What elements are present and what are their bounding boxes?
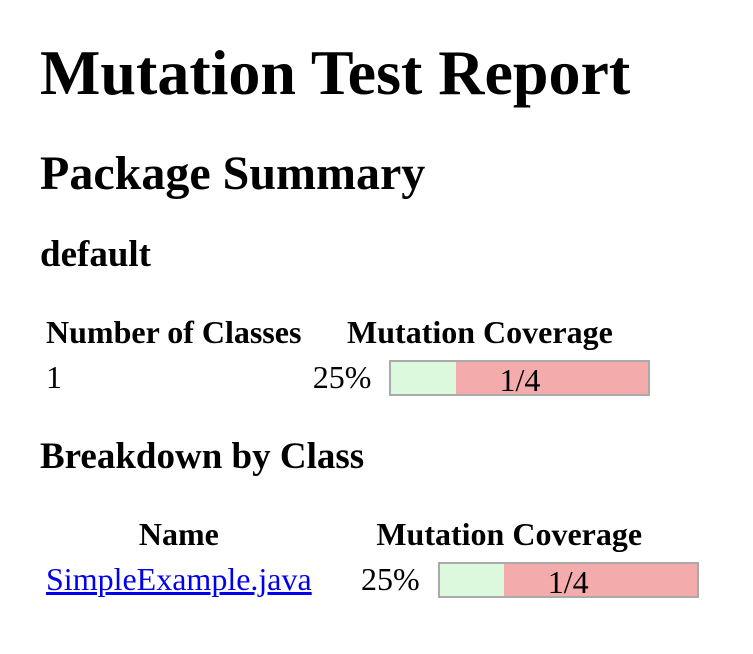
coverage-cell: 25% 1/4 [318, 559, 701, 600]
coverage-complete-fill [391, 361, 456, 394]
table-row: 1 25% 1/4 [44, 357, 652, 398]
page-title: Mutation Test Report [40, 37, 631, 108]
coverage-bar: 1/4 [389, 359, 651, 396]
coverage-bar: 1/4 [437, 561, 699, 598]
number-of-classes-value: 1 [46, 359, 62, 396]
table-header-row: Number of Classes Mutation Coverage [44, 312, 652, 353]
coverage-complete-fill [439, 563, 504, 596]
package-summary-heading: Package Summary [40, 146, 426, 200]
class-link[interactable]: SimpleExample.java [46, 561, 312, 598]
package-name-heading: default [40, 233, 151, 275]
coverage-percentage: 25% [361, 561, 420, 598]
table-row: SimpleExample.java 25% 1/4 [44, 559, 701, 600]
coverage-legend: 1/4 [499, 361, 541, 396]
col-header-mutation-coverage: Mutation Coverage [347, 314, 613, 351]
class-name-cell: SimpleExample.java [44, 559, 314, 600]
package-summary-table: Number of Classes Mutation Coverage 1 25… [40, 308, 656, 402]
coverage-legend: 1/4 [547, 563, 589, 598]
coverage-percentage: 25% [312, 359, 372, 396]
table-header-row: Name Mutation Coverage [44, 514, 701, 555]
col-header-name: Name [138, 516, 219, 553]
col-header-mutation-coverage: Mutation Coverage [376, 516, 643, 553]
coverage-cell: 25% 1/4 [307, 357, 652, 398]
breakdown-table: Name Mutation Coverage SimpleExample.jav… [40, 510, 705, 604]
breakdown-heading: Breakdown by Class [40, 435, 365, 477]
col-header-number-of-classes: Number of Classes [46, 314, 302, 351]
